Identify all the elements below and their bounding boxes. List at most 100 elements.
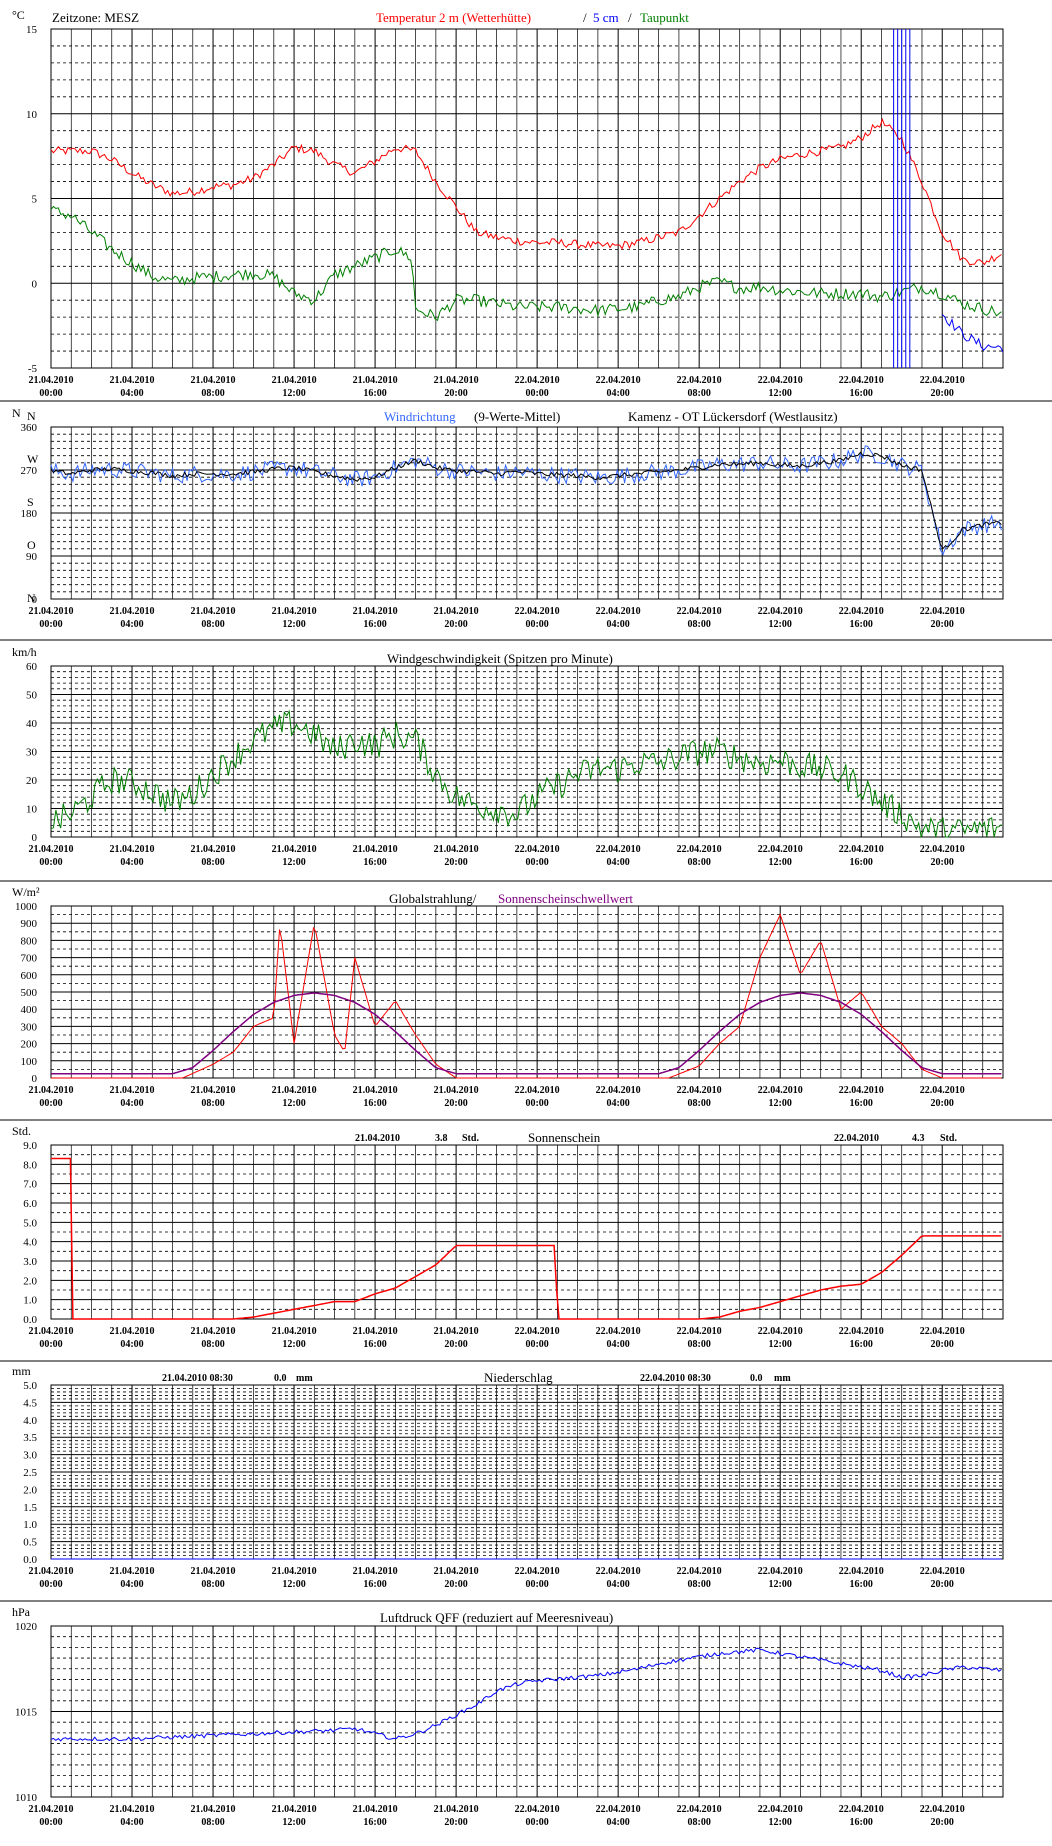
x-tick-date: 22.04.2010 [839, 1326, 884, 1337]
y-tick-label-global_radiation: 800 [21, 935, 38, 947]
y-tick-label-sunshine: 5.0 [23, 1217, 37, 1229]
x-tick-time: 20:00 [444, 1098, 467, 1109]
x-tick-date: 21.04.2010 [434, 1326, 479, 1337]
x-tick-date: 22.04.2010 [677, 606, 722, 617]
panel-header-global_radiation: Sonnenscheinschwellwert [498, 891, 633, 906]
x-tick-date: 21.04.2010 [353, 606, 398, 617]
x-tick-date: 21.04.2010 [29, 1326, 74, 1337]
panel-header-temperature: / [583, 10, 587, 25]
x-tick-date: 21.04.2010 [434, 1804, 479, 1815]
y-tick-label-sunshine: 3.0 [23, 1256, 37, 1268]
x-tick-date: 21.04.2010 [191, 1326, 236, 1337]
x-tick-time: 16:00 [850, 1098, 873, 1109]
x-tick-time: 16:00 [850, 388, 873, 399]
y-tick-label-global_radiation: 400 [21, 1004, 38, 1016]
x-tick-time: 08:00 [201, 857, 224, 868]
x-tick-date: 22.04.2010 [515, 606, 560, 617]
direction-label: O [27, 538, 36, 552]
x-tick-time: 20:00 [444, 857, 467, 868]
y-tick-label-precipitation: 5.0 [23, 1380, 37, 1392]
x-tick-date: 21.04.2010 [353, 375, 398, 386]
y-tick-label-wind_direction: 90 [26, 551, 38, 563]
y-tick-label-sunshine: 7.0 [23, 1179, 37, 1191]
x-tick-date: 22.04.2010 [596, 606, 641, 617]
x-tick-date: 21.04.2010 [272, 375, 317, 386]
panel-header-pressure: Luftdruck QFF (reduziert auf Meeresnivea… [380, 1610, 613, 1625]
x-tick-date: 22.04.2010 [515, 1326, 560, 1337]
panel-header-temperature: Temperatur 2 m (Wetterhütte) [376, 10, 531, 25]
summary-date: 22.04.2010 [834, 1133, 879, 1144]
x-tick-time: 20:00 [444, 1817, 467, 1828]
y-tick-label-wind_speed: 20 [26, 775, 38, 787]
x-tick-date: 21.04.2010 [191, 1085, 236, 1096]
x-tick-time: 16:00 [363, 1817, 386, 1828]
x-tick-time: 20:00 [444, 619, 467, 630]
panel-header-temperature: Zeitzone: MESZ [52, 10, 139, 25]
y-tick-label-sunshine: 8.0 [23, 1159, 37, 1171]
x-tick-date: 21.04.2010 [29, 1804, 74, 1815]
y-tick-label-wind_direction: 180 [21, 508, 38, 520]
x-tick-time: 08:00 [687, 1579, 710, 1590]
x-tick-date: 22.04.2010 [515, 1566, 560, 1577]
x-tick-time: 12:00 [769, 388, 792, 399]
y-tick-label-sunshine: 6.0 [23, 1198, 37, 1210]
x-tick-date: 22.04.2010 [839, 1085, 884, 1096]
x-tick-time: 16:00 [363, 857, 386, 868]
x-tick-time: 08:00 [687, 619, 710, 630]
x-tick-date: 21.04.2010 [353, 1326, 398, 1337]
x-tick-date: 21.04.2010 [191, 1804, 236, 1815]
x-tick-time: 04:00 [606, 619, 629, 630]
x-tick-date: 21.04.2010 [272, 606, 317, 617]
y-tick-label-sunshine: 2.0 [23, 1275, 37, 1287]
x-tick-time: 16:00 [363, 619, 386, 630]
y-tick-label-global_radiation: 1000 [15, 901, 38, 913]
x-tick-time: 08:00 [687, 857, 710, 868]
y-tick-label-wind_direction: 270 [21, 465, 38, 477]
x-tick-time: 00:00 [39, 857, 62, 868]
x-tick-time: 16:00 [850, 1339, 873, 1350]
x-tick-time: 04:00 [120, 857, 143, 868]
y-tick-label-wind_speed: 10 [26, 804, 38, 816]
x-tick-date: 21.04.2010 [191, 606, 236, 617]
y-tick-label-precipitation: 0.0 [23, 1554, 37, 1566]
y-tick-label-sunshine: 1.0 [23, 1295, 37, 1307]
summary-value: 4.3 [912, 1133, 925, 1144]
y-tick-label-global_radiation: 100 [21, 1056, 38, 1068]
series-line-temperature-0 [50, 117, 1002, 266]
series-line-global_radiation-1 [51, 992, 1002, 1075]
x-tick-time: 04:00 [120, 1339, 143, 1350]
x-tick-time: 12:00 [769, 1339, 792, 1350]
x-tick-date: 22.04.2010 [596, 1566, 641, 1577]
y-tick-label-precipitation: 1.0 [23, 1519, 37, 1531]
y-tick-label-pressure: 1010 [15, 1792, 38, 1804]
x-tick-time: 00:00 [525, 857, 548, 868]
panel-header-wind_direction: Kamenz - OT Lückersdorf (Westlausitz) [628, 409, 838, 424]
x-tick-time: 16:00 [363, 1579, 386, 1590]
x-tick-date: 22.04.2010 [677, 844, 722, 855]
x-tick-date: 21.04.2010 [353, 844, 398, 855]
y-tick-label-sunshine: 9.0 [23, 1140, 37, 1152]
x-tick-time: 12:00 [282, 388, 305, 399]
x-tick-date: 21.04.2010 [110, 606, 155, 617]
y-tick-label-precipitation: 2.5 [23, 1467, 37, 1479]
y-tick-label-temperature: 5 [32, 194, 38, 206]
x-tick-time: 12:00 [769, 1098, 792, 1109]
y-tick-label-global_radiation: 300 [21, 1021, 38, 1033]
direction-label: N [27, 591, 36, 605]
y-tick-label-global_radiation: 600 [21, 970, 38, 982]
summary-date: 21.04.2010 08:30 [162, 1373, 233, 1384]
y-tick-label-pressure: 1015 [15, 1707, 38, 1719]
direction-label: N [27, 409, 36, 423]
summary-value: 0.0 [750, 1373, 763, 1384]
y-tick-label-wind_speed: 50 [26, 690, 38, 702]
y-tick-label-temperature: 0 [32, 278, 38, 290]
x-tick-time: 08:00 [201, 619, 224, 630]
x-tick-date: 21.04.2010 [353, 1566, 398, 1577]
direction-label: W [27, 452, 39, 466]
x-tick-time: 04:00 [606, 1817, 629, 1828]
y-tick-label-precipitation: 4.5 [23, 1397, 37, 1409]
panel-header-temperature: 5 cm [593, 10, 619, 25]
y-tick-label-precipitation: 3.5 [23, 1432, 37, 1444]
y-tick-label-precipitation: 3.0 [23, 1450, 37, 1462]
